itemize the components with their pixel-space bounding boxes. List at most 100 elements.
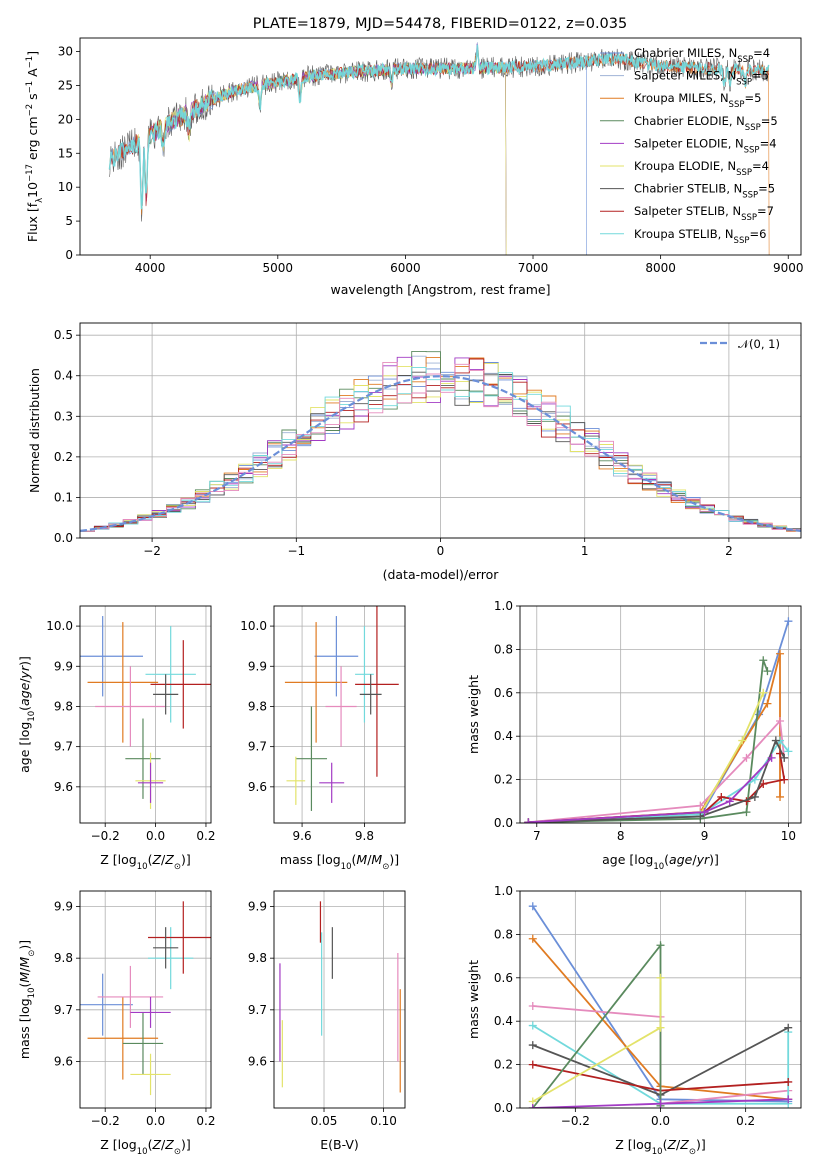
legend-entry: 𝒩(0, 1) — [738, 337, 780, 351]
y-tick-label: 0.4 — [494, 1014, 513, 1028]
y-tick-label: 9.9 — [248, 659, 267, 673]
legend-entry: Chabrier ELODIE, NSSP=5 — [634, 114, 778, 133]
x-tick-label: 5000 — [263, 261, 294, 275]
weight-marker — [784, 1095, 793, 1104]
axes-frame — [273, 605, 406, 824]
y-tick-label: 1.0 — [494, 599, 513, 613]
figure-title: PLATE=1879, MJD=54478, FIBERID=0122, z=0… — [253, 16, 627, 32]
y-tick-label: 15 — [58, 146, 73, 160]
axes-frame — [79, 322, 802, 539]
y-tick-label: 0.8 — [494, 642, 513, 656]
y-tick-label: 0.6 — [494, 971, 513, 985]
plot-area — [279, 901, 401, 1093]
x-tick-label: 9000 — [773, 261, 804, 275]
y-tick-label: 0.2 — [494, 1058, 513, 1072]
y-tick-label: 9.6 — [54, 780, 73, 794]
panel-mass-vs-EBV: 0.05 0.10 9.6 9.7 9.8 9.9 E(B-V) — [248, 890, 406, 1152]
weight-marker — [742, 753, 751, 762]
weight-marker — [656, 941, 665, 950]
panel-residuals: −2 −1 0 1 2 0.0 0.1 0.2 0.3 0.4 0.5 𝒩(0, 1) (data-mo… — [27, 322, 802, 582]
x-tick-label: −0.2 — [91, 1114, 120, 1128]
y-tick-label: 0 — [65, 248, 73, 262]
y-tick-label: 9.9 — [54, 900, 73, 914]
x-tick-label: 0.0 — [651, 1114, 670, 1128]
y-tick-label: 9.7 — [248, 740, 267, 754]
y-tick-label: 0.4 — [494, 729, 513, 743]
weight-marker — [656, 1023, 665, 1032]
y-tick-label: 5 — [65, 214, 73, 228]
weight-marker — [742, 808, 751, 817]
y-tick-label: 10 — [58, 180, 73, 194]
y-tick-label: 0.2 — [494, 773, 513, 787]
plot-area — [80, 901, 211, 1096]
weight-line — [528, 757, 773, 823]
x-tick-label: −1 — [287, 544, 305, 558]
axes-frame — [519, 605, 802, 824]
x-axis-label: wavelength [Angstrom, rest frame] — [330, 282, 550, 297]
legend-entry: Chabrier MILES, NSSP=4 — [634, 46, 770, 65]
weight-marker — [750, 775, 759, 784]
y-tick-label: 1.0 — [494, 884, 513, 898]
plot-area — [80, 350, 801, 532]
y-tick-label: 0.6 — [494, 686, 513, 700]
weight-marker — [738, 736, 747, 745]
weight-marker — [776, 792, 785, 801]
y-tick-label: 0.0 — [494, 816, 513, 830]
y-tick-label: 0.4 — [54, 369, 73, 383]
weight-marker — [784, 617, 793, 626]
axes-frame — [79, 37, 802, 256]
weight-marker — [656, 973, 665, 982]
x-tick-label: 9 — [701, 829, 709, 843]
plot-area — [108, 42, 770, 255]
normal-curve — [80, 375, 801, 532]
x-axis-label: (data-model)/error — [383, 567, 500, 582]
spectrum-line — [108, 44, 770, 210]
x-tick-label: −2 — [143, 544, 161, 558]
x-axis-label: Z [log10(Z/Z⊙)] — [100, 1137, 190, 1157]
axes-frame — [79, 605, 212, 824]
y-tick-label: 10.0 — [46, 619, 73, 633]
x-tick-label: 0.2 — [196, 1114, 215, 1128]
plot-area — [80, 616, 211, 809]
y-tick-label: 0.2 — [54, 450, 73, 464]
y-tick-label: 30 — [58, 45, 73, 59]
weight-marker — [780, 753, 789, 762]
x-tick-label: 0.05 — [311, 1114, 338, 1128]
weight-marker — [528, 1021, 537, 1030]
legend-entry: Kroupa STELIB, NSSP=6 — [634, 227, 766, 246]
weight-marker — [696, 812, 705, 821]
x-tick-label: 10 — [781, 829, 796, 843]
y-axis-label: mass [log10(M/M⊙)] — [17, 940, 37, 1059]
y-tick-label: 9.6 — [248, 780, 267, 794]
weight-marker — [725, 797, 734, 806]
weight-marker — [656, 1099, 665, 1108]
y-tick-label: 9.8 — [54, 951, 73, 965]
weight-marker — [759, 656, 768, 665]
x-tick-label: 0.2 — [196, 829, 215, 843]
panel-weight-vs-age: 7 8 9 10 0.0 0.2 0.4 0.6 0.8 1.0 age [log10(age/yr… — [466, 599, 802, 872]
weight-marker — [784, 1077, 793, 1086]
y-tick-label: 20 — [58, 112, 73, 126]
y-tick-label: 0.0 — [494, 1101, 513, 1115]
x-tick-label: 9.8 — [355, 829, 374, 843]
x-axis-label: Z [log10(Z/Z⊙)] — [100, 852, 190, 872]
weight-marker — [528, 1041, 537, 1050]
y-axis-label: mass weight — [466, 960, 481, 1039]
legend-entry: Salpeter STELIB, NSSP=7 — [634, 204, 774, 223]
x-tick-label: 1 — [581, 544, 589, 558]
x-tick-label: 7000 — [518, 261, 549, 275]
weight-marker — [524, 818, 533, 823]
panel-mass-vs-Z: −0.2 0.0 0.2 9.6 9.7 9.8 9.9 Z [log10(Z/Z⊙)] mas… — [17, 890, 216, 1157]
y-axis-label: Flux [fλ10−17 erg cm−2 s−1 A−1] — [25, 51, 45, 242]
y-axis-label: age [log10(age/yr)] — [17, 656, 37, 773]
axes-frame — [273, 890, 406, 1109]
x-axis-label: Z [log10(Z/Z⊙)] — [615, 1137, 705, 1157]
y-tick-label: 0.0 — [54, 531, 73, 545]
x-tick-label: 9.6 — [293, 829, 312, 843]
spectrum-line — [137, 51, 507, 255]
weight-line — [532, 942, 662, 1108]
x-axis-label: E(B-V) — [320, 1137, 359, 1152]
plot-area — [524, 617, 793, 823]
y-tick-label: 9.6 — [54, 1055, 73, 1069]
